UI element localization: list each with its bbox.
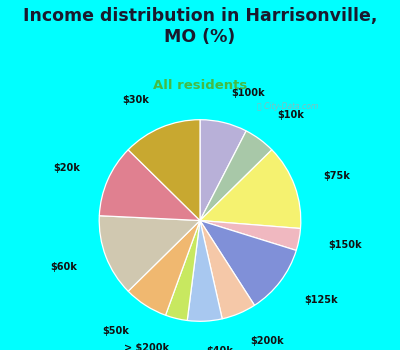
Text: $50k: $50k [102, 326, 129, 336]
Wedge shape [99, 216, 200, 291]
Text: $150k: $150k [329, 240, 362, 250]
Text: $40k: $40k [206, 346, 233, 350]
Text: $60k: $60k [51, 262, 78, 272]
Wedge shape [128, 120, 200, 220]
Text: > $200k: > $200k [124, 343, 169, 350]
Text: $75k: $75k [323, 171, 350, 181]
Text: $20k: $20k [53, 163, 80, 173]
Text: $10k: $10k [278, 110, 304, 120]
Wedge shape [187, 220, 222, 321]
Wedge shape [99, 150, 200, 220]
Text: $200k: $200k [251, 336, 284, 346]
Wedge shape [166, 220, 200, 321]
Wedge shape [128, 220, 200, 315]
Text: $30k: $30k [122, 94, 149, 105]
Wedge shape [200, 120, 246, 220]
Wedge shape [200, 220, 254, 319]
Wedge shape [200, 220, 300, 251]
Text: $125k: $125k [304, 295, 338, 305]
Wedge shape [200, 220, 296, 305]
Wedge shape [200, 131, 272, 220]
Text: All residents: All residents [153, 79, 247, 92]
Text: $100k: $100k [231, 88, 264, 98]
Wedge shape [200, 150, 301, 229]
Text: Income distribution in Harrisonville,
MO (%): Income distribution in Harrisonville, MO… [23, 7, 377, 46]
Text: ⓘ City-Data.com: ⓘ City-Data.com [257, 102, 318, 111]
